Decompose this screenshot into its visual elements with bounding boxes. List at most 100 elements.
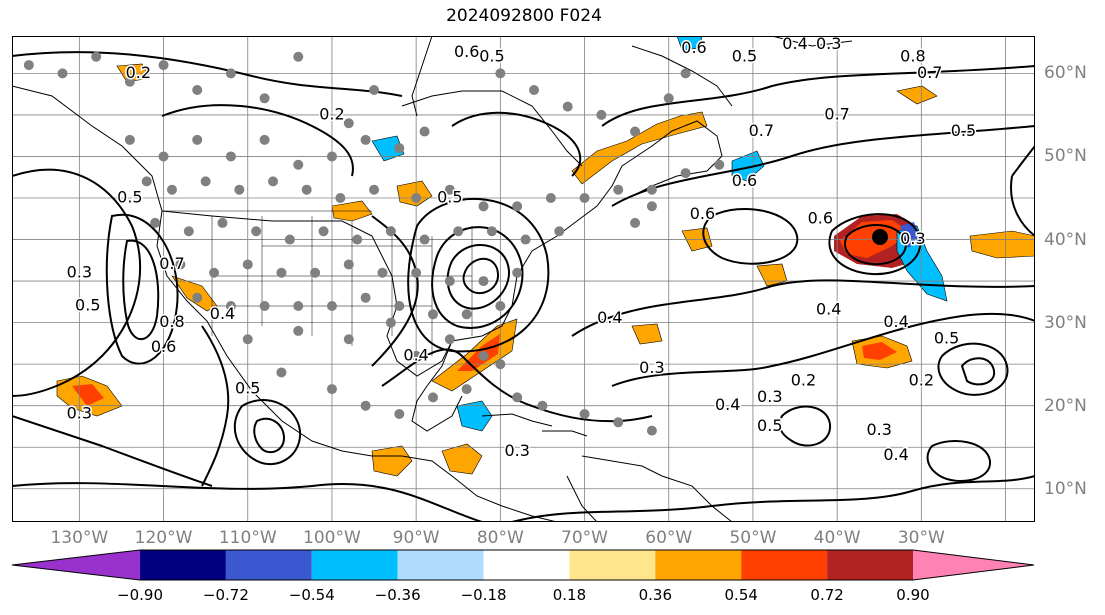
station-dot bbox=[343, 259, 354, 270]
station-dot bbox=[150, 217, 161, 228]
station-dot bbox=[141, 176, 152, 187]
colorbar-segment bbox=[311, 550, 398, 580]
contour-label: 0.2 bbox=[791, 370, 816, 389]
station-dot bbox=[495, 301, 506, 311]
colorbar-tick-label: −0.36 bbox=[374, 586, 421, 604]
station-dot bbox=[411, 267, 422, 278]
contour-label: 0.4 bbox=[403, 345, 428, 364]
contour-lines bbox=[12, 51, 1035, 522]
station-dot bbox=[242, 334, 253, 345]
station-dot bbox=[596, 109, 607, 120]
station-dot bbox=[335, 193, 346, 203]
station-dot bbox=[411, 350, 422, 361]
station-dot bbox=[680, 168, 691, 179]
colorbar-segment bbox=[569, 550, 656, 580]
station-dot bbox=[385, 226, 396, 237]
station-dot bbox=[495, 68, 506, 79]
contour-label: 0.7 bbox=[159, 254, 184, 273]
station-dot bbox=[419, 234, 430, 245]
station-dot bbox=[369, 184, 380, 195]
station-dot bbox=[478, 276, 489, 287]
station-dot bbox=[444, 276, 455, 287]
latitude-label: 20°N bbox=[1044, 395, 1087, 416]
negative-anomaly-patch bbox=[371, 135, 405, 162]
station-dot bbox=[360, 292, 371, 303]
negative-anomaly-patch bbox=[456, 400, 493, 432]
colorbar-segment bbox=[827, 550, 913, 580]
station-dot bbox=[183, 226, 194, 237]
colorbar-segment bbox=[397, 550, 484, 580]
latitude-label: 60°N bbox=[1044, 63, 1087, 84]
colorbar-tick-label: −0.18 bbox=[460, 586, 507, 604]
station-dot bbox=[293, 325, 304, 336]
station-dot bbox=[369, 85, 380, 95]
negative-anomaly-patch bbox=[676, 36, 703, 51]
contour-label-layer: 0.6 0.50.20.50.50.70.8 0.40.30.50.60.50.30… bbox=[65, 36, 978, 466]
latitude-label: 40°N bbox=[1044, 229, 1087, 250]
station-dot bbox=[630, 126, 641, 137]
station-dots bbox=[23, 51, 725, 436]
station-dot bbox=[268, 176, 279, 187]
contour-label: 0.3 bbox=[867, 420, 892, 439]
station-dot bbox=[646, 425, 657, 436]
longitude-label: 60°W bbox=[645, 528, 693, 548]
longitude-label: 90°W bbox=[392, 528, 440, 548]
contour-label: 0.5 bbox=[117, 188, 142, 207]
station-dot bbox=[646, 184, 657, 195]
station-dot bbox=[630, 217, 641, 228]
station-dot bbox=[427, 392, 438, 403]
colorbar-tick-label: 0.18 bbox=[552, 586, 587, 604]
contour-label: 0.3 bbox=[67, 404, 92, 423]
station-dot bbox=[175, 259, 186, 270]
station-dot bbox=[259, 134, 270, 145]
contour-label: 0.4 bbox=[883, 445, 908, 464]
colorbar-tick-label: 0.36 bbox=[638, 586, 673, 604]
station-dot bbox=[57, 68, 68, 79]
station-dot bbox=[444, 334, 455, 345]
graticule bbox=[12, 36, 1035, 522]
contour-label: 0.3 bbox=[900, 229, 925, 248]
station-dot bbox=[394, 143, 405, 154]
contour-label: 0.8 bbox=[900, 46, 925, 65]
station-dot bbox=[234, 184, 245, 195]
station-dot bbox=[537, 400, 548, 411]
station-dot bbox=[301, 184, 312, 195]
station-dot bbox=[714, 159, 725, 170]
colorbar-segment bbox=[225, 550, 312, 580]
station-dot bbox=[411, 193, 422, 203]
station-dot bbox=[326, 301, 337, 311]
station-dot bbox=[478, 350, 489, 361]
station-dot bbox=[343, 118, 354, 129]
station-dot bbox=[293, 301, 304, 311]
latitude-label: 30°N bbox=[1044, 312, 1087, 333]
station-dot bbox=[318, 226, 329, 237]
station-dot bbox=[579, 409, 590, 419]
positive-anomaly-patch bbox=[896, 85, 938, 105]
colorbar-tick-label: −0.72 bbox=[202, 586, 249, 604]
station-dot bbox=[259, 93, 270, 104]
station-dot bbox=[486, 226, 497, 237]
station-dot bbox=[562, 101, 573, 112]
contour-label: 0.4 bbox=[597, 308, 622, 327]
longitude-label: 40°W bbox=[813, 528, 861, 548]
station-dot bbox=[326, 151, 337, 162]
contour-label: 0.6 bbox=[690, 204, 715, 223]
station-dot bbox=[284, 234, 295, 245]
colorbar-outline bbox=[11, 549, 1035, 581]
station-dot bbox=[385, 317, 396, 328]
positive-anomaly-patch bbox=[862, 342, 897, 360]
station-dot bbox=[192, 292, 203, 303]
contour-label: 0.3 bbox=[67, 262, 92, 281]
station-dot bbox=[529, 85, 540, 95]
station-dot bbox=[23, 60, 34, 71]
contour-label: 0.6 bbox=[151, 337, 176, 356]
station-dot bbox=[192, 134, 203, 145]
colorbar-segment bbox=[140, 550, 226, 580]
station-dot bbox=[478, 201, 489, 212]
longitude-label: 130°W bbox=[50, 528, 109, 548]
colorbar-segment bbox=[741, 550, 828, 580]
map-background bbox=[12, 36, 1035, 522]
station-dot bbox=[579, 193, 590, 203]
station-dot bbox=[352, 234, 363, 245]
contour-label: 0.5 bbox=[479, 46, 504, 65]
